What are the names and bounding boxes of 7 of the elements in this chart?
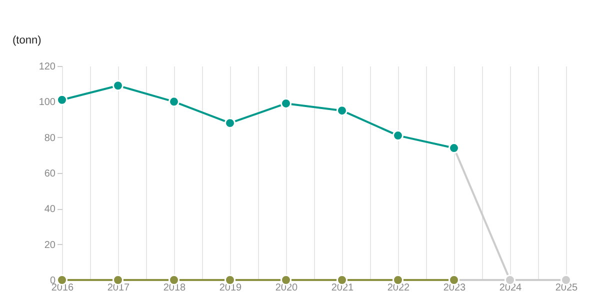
y-tick-label: 120 (38, 62, 56, 72)
y-axis-title: (tonn) (12, 34, 42, 46)
y-tick-label: 20 (44, 240, 56, 251)
y-tick-label: 100 (38, 97, 56, 108)
y-tick-label: 80 (44, 132, 56, 144)
y-tick-label: 60 (44, 168, 56, 180)
y-tick-label: 40 (44, 204, 56, 216)
